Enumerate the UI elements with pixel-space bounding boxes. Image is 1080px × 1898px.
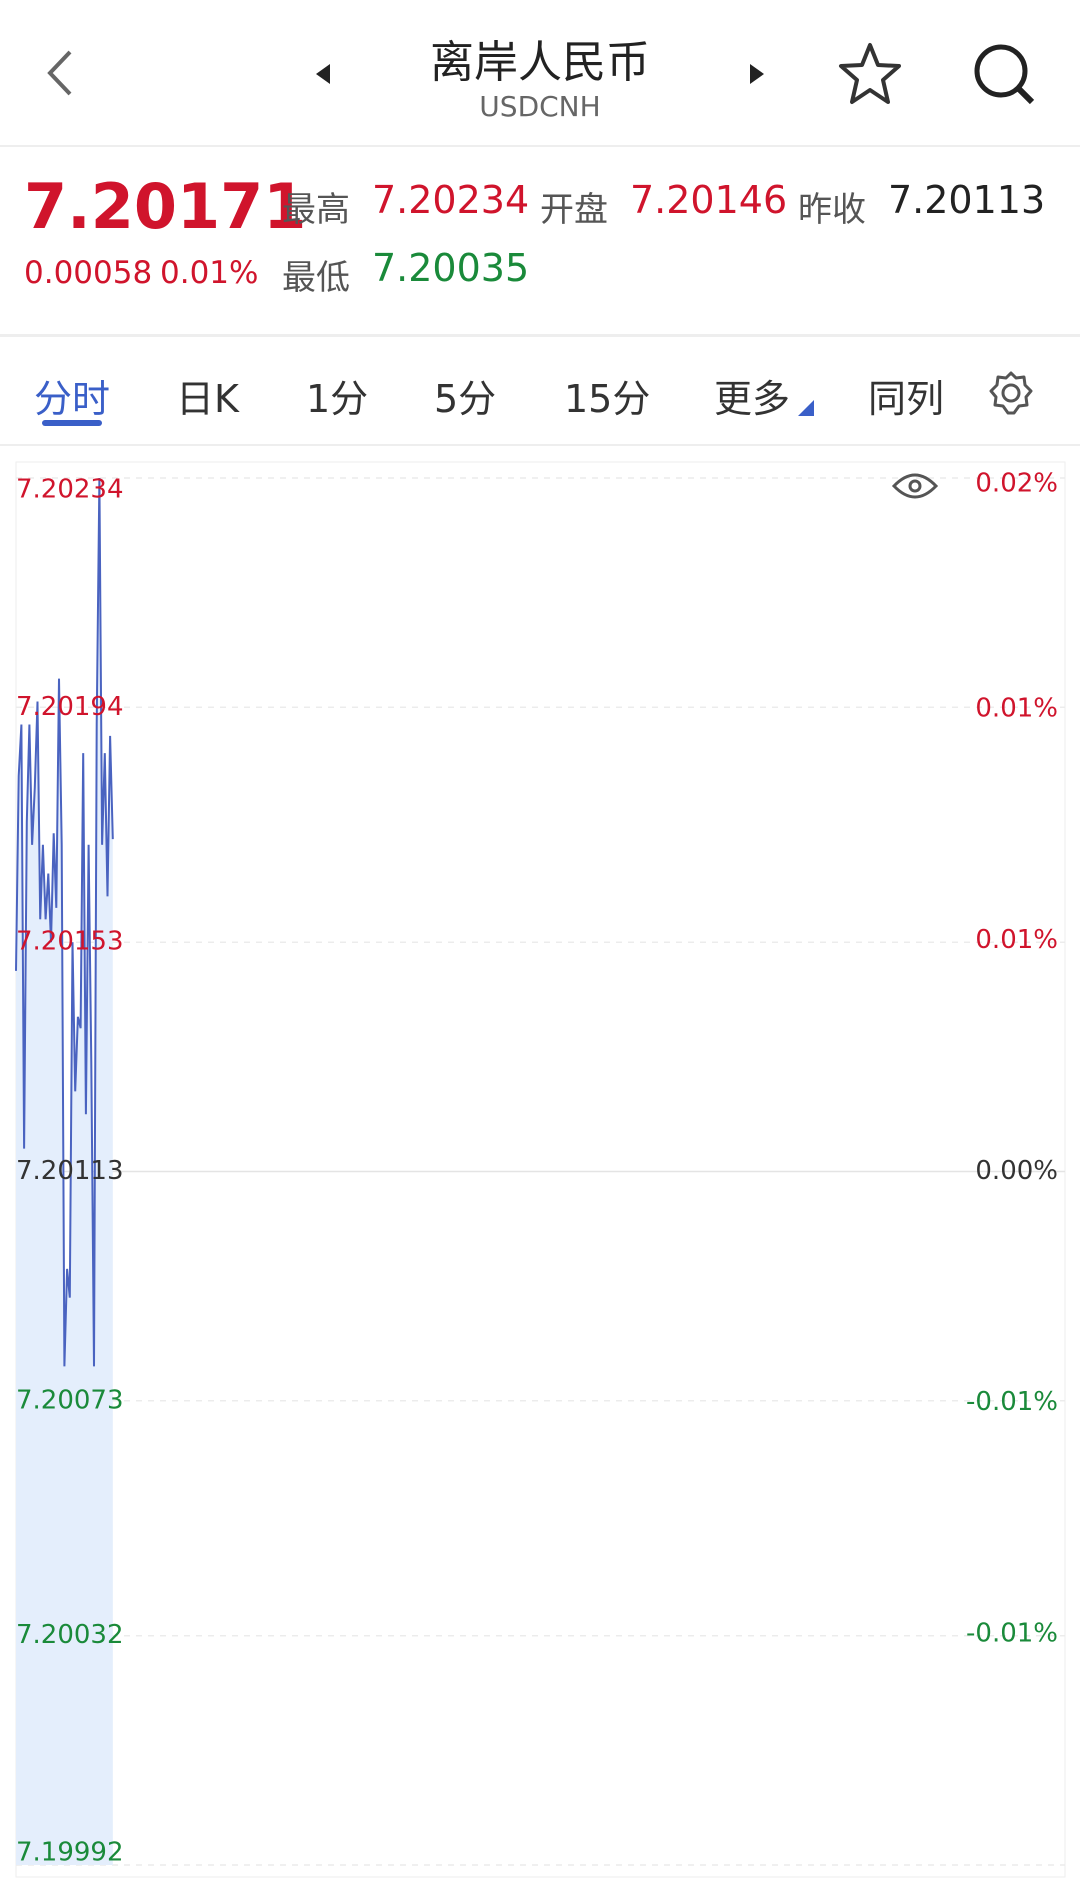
plot-frame <box>15 461 1066 1878</box>
y-tick-label: 7.20113 <box>16 1156 124 1186</box>
back-button[interactable] <box>40 48 80 98</box>
y-tick-label: 7.20032 <box>16 1620 124 1650</box>
y2-tick-label: -0.01% <box>966 1618 1058 1648</box>
y-tick-label: 7.19992 <box>16 1838 124 1868</box>
divider <box>0 145 1080 147</box>
open: 7.20146 <box>630 178 788 222</box>
divider <box>0 334 1080 337</box>
search-button[interactable] <box>972 42 1038 108</box>
dropdown-indicator <box>798 400 814 416</box>
open-label: 开盘 <box>540 190 608 230</box>
price-line <box>15 477 114 1367</box>
y-tick-label: 7.20194 <box>16 692 124 722</box>
prev-close: 7.20113 <box>888 178 1046 222</box>
y-tick-label: 7.20073 <box>16 1385 124 1415</box>
divider <box>0 444 1080 446</box>
tab[interactable]: 1分 <box>306 377 369 421</box>
tab[interactable]: 分时 <box>34 377 111 421</box>
tab[interactable]: 日K <box>176 377 239 421</box>
change: 0.00058 <box>24 255 153 291</box>
y2-tick-label: -0.01% <box>966 1387 1058 1417</box>
price: 7.20171 <box>24 170 307 243</box>
tab[interactable]: 15分 <box>564 377 651 421</box>
next-button[interactable] <box>746 62 766 86</box>
tab[interactable]: 更多 <box>714 377 791 421</box>
favorite-button[interactable] <box>836 40 904 108</box>
settings-button[interactable] <box>988 370 1034 416</box>
change-pct: 0.01% <box>160 255 259 291</box>
prev-button[interactable] <box>314 62 334 86</box>
y2-tick-label: 0.01% <box>975 694 1058 724</box>
eye-toggle[interactable] <box>892 470 938 502</box>
area <box>16 478 113 1865</box>
y-tick-label: 7.20234 <box>16 475 124 505</box>
low-label: 最低 <box>282 258 350 298</box>
prev-close-label: 昨收 <box>798 190 866 230</box>
y2-tick-label: 0.01% <box>975 925 1058 955</box>
tab-underline <box>42 420 102 426</box>
tab[interactable]: 同列 <box>868 377 945 421</box>
subtitle: USDCNH <box>479 90 601 123</box>
y2-tick-label: 0.02% <box>975 469 1058 499</box>
high: 7.20234 <box>372 178 530 222</box>
y2-tick-label: 0.00% <box>975 1156 1058 1186</box>
y-tick-label: 7.20153 <box>16 927 124 957</box>
title: 离岸人民币 <box>430 37 650 88</box>
tab[interactable]: 5分 <box>434 377 497 421</box>
high-label: 最高 <box>282 190 350 230</box>
low: 7.20035 <box>372 246 530 290</box>
